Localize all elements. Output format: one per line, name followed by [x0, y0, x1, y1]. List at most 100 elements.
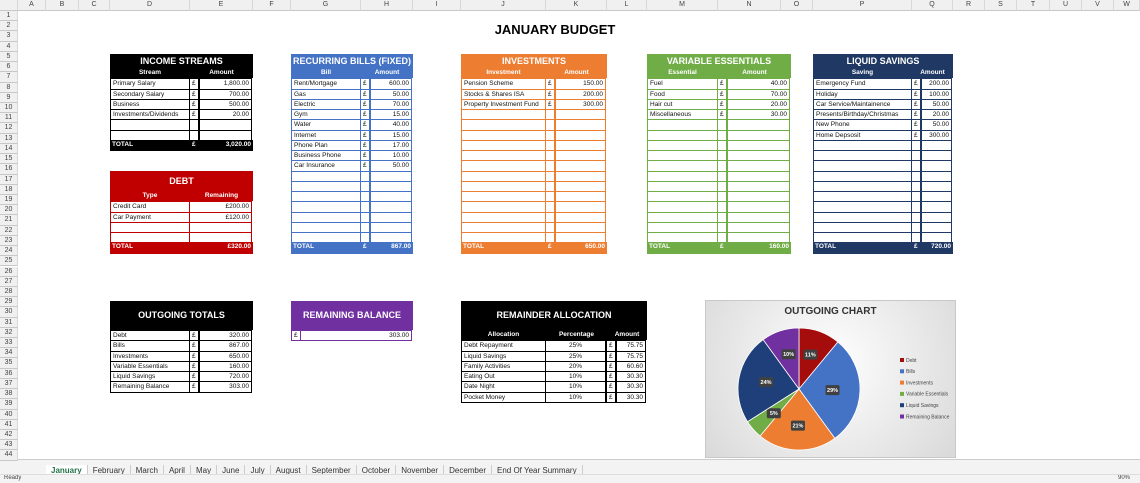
row-header: 42: [0, 430, 18, 441]
table-cell: 303.00: [300, 330, 412, 342]
table-total: 867.00: [371, 242, 413, 254]
column-header: G: [291, 0, 361, 11]
row-header: 21: [0, 215, 18, 226]
column-header: H: [361, 0, 413, 11]
table-header: Stream: [110, 68, 190, 79]
table-header: Essential: [647, 68, 718, 79]
table-header: Amount: [190, 68, 253, 79]
table-title: VARIABLE ESSENTIALS: [647, 54, 791, 68]
legend-swatch: [900, 403, 904, 408]
row-header: 34: [0, 348, 18, 359]
column-header: W: [1114, 0, 1140, 11]
row-header: 18: [0, 184, 18, 195]
row-header: 37: [0, 378, 18, 390]
sheet-tab[interactable]: September: [307, 465, 357, 474]
data-label: 11%: [805, 353, 816, 359]
sheet-tab[interactable]: December: [444, 465, 492, 474]
sheet-tab[interactable]: June: [217, 465, 246, 474]
table-header: Amount: [912, 68, 953, 79]
budget-table: VARIABLE ESSENTIALS Essential Amount Fuel £4…: [647, 54, 791, 254]
row-header: 25: [0, 256, 18, 267]
table-total: £: [718, 242, 728, 254]
budget-table: REMAINDER ALLOCATION Allocation Percentage…: [461, 301, 647, 403]
sheet-tab[interactable]: March: [131, 465, 164, 474]
row-header: 22: [0, 225, 18, 236]
table-total: £: [190, 139, 200, 151]
legend-label: Debt: [906, 358, 917, 364]
table-header: Investment: [461, 68, 546, 79]
table-total: 160.00: [728, 242, 791, 254]
budget-table: INCOME STREAMS Stream Amount Primary Salary…: [110, 54, 253, 151]
row-header: 15: [0, 154, 18, 165]
table-title: REMAINING BALANCE: [291, 301, 413, 330]
row-header: 13: [0, 133, 18, 144]
table-cell: Pocket Money: [461, 391, 546, 403]
data-label-box: [825, 385, 840, 396]
table-total: £: [361, 242, 371, 254]
data-label-box: [766, 408, 781, 419]
table-total: 3,020.00: [200, 139, 253, 151]
row-header: 10: [0, 102, 18, 114]
table-total: £: [912, 242, 922, 254]
data-label-box: [803, 349, 818, 360]
table-total: TOTAL: [461, 242, 546, 254]
sheet-tabs: January February March April May June July Augu…: [0, 459, 1140, 474]
row-header: 35: [0, 358, 18, 369]
row-header: 43: [0, 440, 18, 451]
status-bar: [0, 474, 1140, 483]
row-header: 3: [0, 31, 18, 42]
row-header: 36: [0, 368, 18, 379]
table-total: £320.00: [190, 242, 253, 254]
data-label: 24%: [761, 380, 772, 386]
row-header: 23: [0, 235, 18, 247]
table-title: LIQUID SAVINGS: [813, 54, 953, 68]
table-cell: £: [606, 391, 616, 403]
sheet-tab[interactable]: July: [245, 465, 271, 474]
sheet-tab[interactable]: April: [164, 465, 191, 474]
legend-swatch: [900, 358, 904, 362]
sheet-title: JANUARY BUDGET: [494, 22, 616, 37]
sheet-tab[interactable]: May: [191, 465, 218, 474]
sheet-tab[interactable]: October: [357, 465, 397, 474]
row-header: 29: [0, 297, 18, 308]
column-header: B: [46, 0, 79, 11]
sheet-tab[interactable]: January: [46, 465, 88, 474]
sheet-tab[interactable]: February: [88, 465, 131, 474]
table-cell: Remaining Balance: [110, 381, 190, 393]
data-label: 29%: [827, 388, 838, 394]
column-header: M: [647, 0, 718, 11]
table-header: Remaining: [190, 191, 253, 202]
table-total: TOTAL: [647, 242, 718, 254]
column-header: J: [461, 0, 546, 11]
row-header: 44: [0, 450, 18, 461]
table-cell: £: [189, 381, 199, 393]
row-header: 20: [0, 205, 18, 216]
table-title: RECURRING BILLS (FIXED): [291, 54, 413, 68]
status-mode: Ready: [4, 475, 22, 481]
table-header: Percentage: [546, 330, 607, 341]
legend-label: Variable Essentials: [906, 392, 949, 398]
row-header: 39: [0, 399, 18, 410]
table-total: TOTAL: [813, 242, 912, 254]
legend-swatch: [900, 380, 904, 385]
column-header: V: [1082, 0, 1114, 11]
column-header: A: [18, 0, 46, 11]
row-header: 26: [0, 266, 18, 277]
sheet-tab[interactable]: August: [271, 465, 307, 474]
table-header: Allocation: [461, 330, 546, 341]
legend-swatch: [900, 414, 904, 419]
sheet-tab[interactable]: November: [396, 465, 445, 474]
data-label: 21%: [792, 424, 803, 430]
sheet-tab[interactable]: End Of Year Summary: [492, 465, 583, 474]
legend-label: Liquid Savings: [906, 403, 939, 409]
column-header: P: [813, 0, 912, 11]
row-header: 16: [0, 164, 18, 175]
column-header: T: [1017, 0, 1050, 11]
row-header: 5: [0, 51, 18, 63]
table-total: TOTAL: [291, 242, 361, 254]
row-header: 19: [0, 194, 18, 206]
legend-swatch: [900, 391, 904, 396]
data-label-box: [781, 349, 796, 360]
row-header: 14: [0, 143, 18, 155]
table-total: £: [546, 242, 556, 254]
